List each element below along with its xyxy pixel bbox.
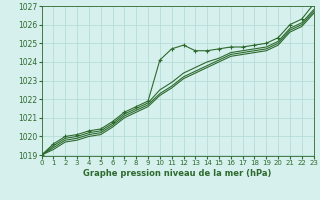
X-axis label: Graphe pression niveau de la mer (hPa): Graphe pression niveau de la mer (hPa): [84, 169, 272, 178]
